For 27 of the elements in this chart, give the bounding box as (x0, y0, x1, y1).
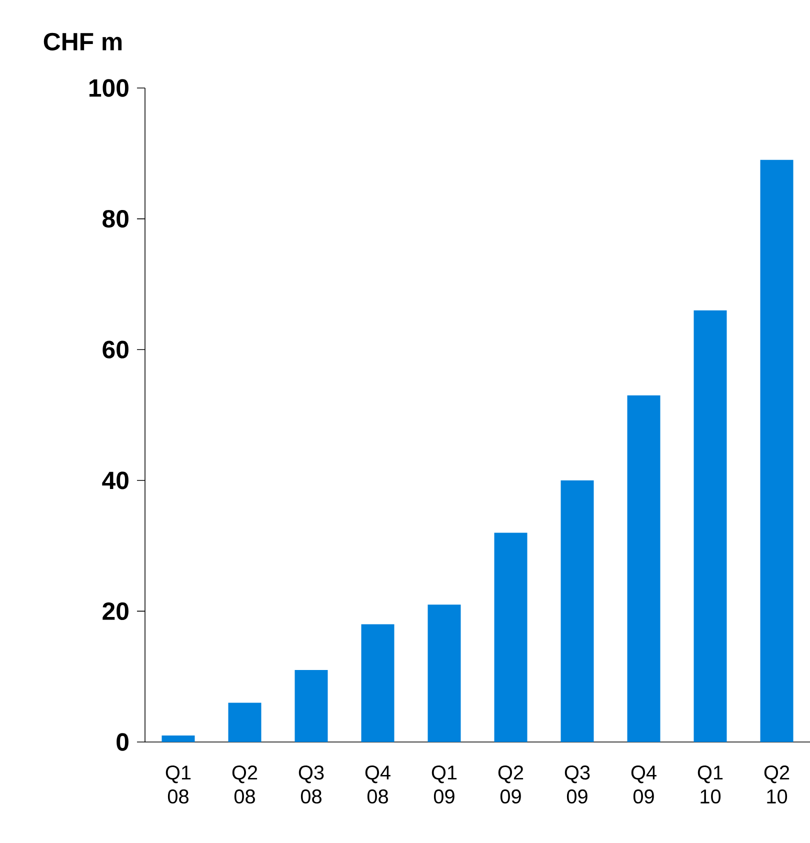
y-tick-label: 60 (102, 340, 128, 358)
bar (294, 670, 328, 742)
x-tick-label: Q2 08 (232, 766, 258, 804)
x-tick-label: Q2 10 (764, 766, 790, 804)
bar (760, 160, 794, 742)
x-tick-label: Q4 08 (365, 766, 390, 804)
bar (560, 480, 594, 742)
bar (361, 624, 394, 742)
bar (494, 532, 528, 742)
y-tick-label: 0 (116, 733, 128, 751)
x-tick-label: Q1 09 (432, 766, 457, 804)
x-tick-label: Q4 09 (631, 766, 656, 804)
x-tick-label: Q3 08 (298, 766, 324, 804)
x-tick-label: Q1 10 (698, 766, 723, 804)
bar (627, 395, 660, 742)
bar (694, 310, 727, 742)
bar (228, 702, 262, 742)
y-tick-label: 80 (102, 210, 128, 228)
x-tick-label: Q2 09 (498, 766, 524, 804)
bar (428, 604, 461, 742)
x-tick-label: Q1 08 (166, 766, 191, 804)
bar (162, 735, 195, 742)
y-tick-label: 20 (102, 602, 128, 620)
y-tick-label: 40 (102, 472, 128, 490)
y-tick-label: 100 (89, 79, 128, 97)
y-axis-title: CHF m (44, 32, 122, 50)
x-tick-label: Q3 09 (564, 766, 590, 804)
